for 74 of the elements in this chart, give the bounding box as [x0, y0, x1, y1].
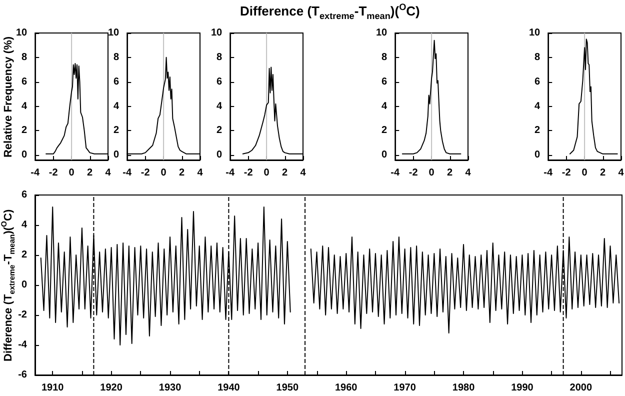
x-tick-label: 4 — [300, 168, 306, 178]
y-tick-label: 0 — [22, 150, 28, 161]
x-tick-label: 1910 — [41, 382, 64, 394]
y-tick-label: 2 — [382, 125, 388, 136]
x-tick-label: 1990 — [511, 382, 534, 394]
x-tick-label: -4 — [544, 168, 553, 178]
y-tick-label: 4 — [114, 100, 120, 112]
x-tick-label: 2 — [179, 168, 185, 178]
y-tick-label: 8 — [114, 52, 120, 63]
x-tick-label: 2 — [87, 168, 93, 178]
x-tick-label: 1950 — [276, 382, 299, 394]
x-tick-label: 2 — [600, 168, 606, 178]
x-tick-label: 1920 — [100, 382, 123, 394]
y-tick-label: 6 — [534, 76, 541, 88]
x-tick-label: 0 — [264, 168, 270, 178]
y-tick-label: 10 — [16, 28, 28, 38]
y-tick-label: -4 — [18, 340, 28, 350]
y-tick-label: 6 — [216, 76, 223, 88]
x-tick-label: 2 — [447, 168, 453, 178]
x-tick-label: -2 — [244, 168, 254, 178]
x-tick-label: -4 — [30, 168, 40, 178]
x-tick-label: -2 — [140, 168, 150, 178]
x-tick-label: 2 — [282, 168, 288, 178]
x-tick-label: 0 — [160, 168, 167, 178]
y-tick-label: 10 — [376, 28, 388, 38]
y-tick-label: 10 — [108, 28, 120, 38]
x-tick-label: 4 — [197, 168, 204, 178]
x-tick-label: 1970 — [394, 382, 416, 394]
y-tick-label: 4 — [382, 100, 388, 112]
y-tick-label: 10 — [529, 28, 541, 38]
x-tick-label: -2 — [408, 168, 418, 178]
y-tick-label: 2 — [534, 125, 541, 136]
x-tick-label: 2000 — [570, 382, 592, 394]
x-tick-label: 0 — [68, 168, 75, 178]
x-tick-label: 0 — [428, 168, 435, 178]
y-tick-label: 0 — [382, 150, 388, 161]
y-tick-label: 4 — [216, 100, 223, 112]
y-tick-label: 0 — [114, 150, 120, 161]
y-tick-label: 2 — [21, 250, 28, 260]
y-axis-title: Relative Frequency (%) — [2, 36, 14, 158]
y-tick-label: 8 — [22, 52, 28, 63]
x-tick-label: 1940 — [218, 382, 240, 394]
y-tick-label: 2 — [22, 125, 28, 136]
x-tick-label: -2 — [562, 168, 572, 178]
y-tick-label: 6 — [21, 190, 28, 200]
x-tick-label: 4 — [465, 168, 472, 178]
x-tick-label: 1980 — [452, 382, 476, 394]
y-tick-label: 6 — [22, 76, 28, 88]
y-tick-label: 0 — [534, 150, 541, 161]
y-tick-label: 8 — [216, 52, 223, 63]
y-tick-label: 10 — [211, 28, 223, 38]
text: Difference (T$_{extreme}$-T$_{mean}$)($^{O}$C) — [240, 2, 420, 21]
x-tick-label: -4 — [122, 168, 132, 178]
y-tick-label: 6 — [382, 76, 388, 88]
x-tick-label: 1960 — [334, 382, 358, 394]
x-tick-label: 4 — [105, 168, 112, 178]
y-tick-label: -2 — [18, 310, 28, 320]
x-tick-label: -2 — [48, 168, 58, 178]
y-tick-label: -6 — [18, 370, 28, 380]
x-tick-label: -4 — [226, 168, 235, 178]
y-tick-label: 8 — [534, 52, 541, 63]
y-tick-label: 4 — [534, 100, 541, 112]
y-tick-label: 0 — [21, 280, 28, 290]
x-tick-label: -4 — [390, 168, 400, 178]
x-tick-label: 1930 — [158, 382, 182, 394]
y-tick-label: 6 — [114, 76, 120, 88]
y-tick-label: 2 — [114, 125, 120, 136]
y-tick-label: 0 — [216, 150, 223, 161]
y-tick-label: 8 — [382, 52, 388, 63]
x-tick-label: 4 — [618, 168, 624, 178]
y-tick-label: 4 — [22, 100, 28, 112]
y-tick-label: 2 — [216, 125, 223, 136]
x-tick-label: 0 — [582, 168, 588, 178]
y-tick-label: 4 — [21, 220, 28, 230]
